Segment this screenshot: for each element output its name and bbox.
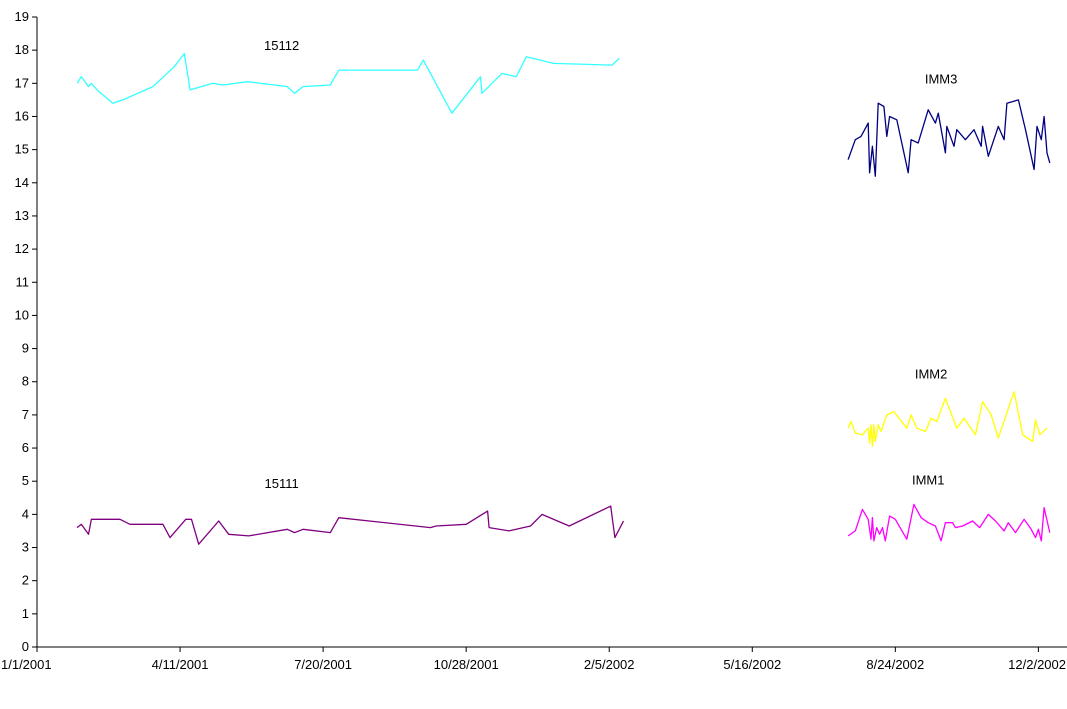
axes	[36, 17, 1067, 648]
series-label-15112: 15112	[264, 38, 299, 53]
x-tick-label: 1/1/2001	[1, 657, 52, 672]
y-tick-label: 13	[15, 208, 29, 223]
x-tick-label: 10/28/2001	[434, 657, 499, 672]
y-tick-label: 11	[16, 274, 30, 289]
x-tick-label: 2/5/2002	[584, 657, 635, 672]
series-line-imm1	[847, 503, 1051, 542]
y-tick-label: 6	[22, 440, 29, 455]
series-label-imm3: IMM3	[925, 71, 958, 86]
series-line-15111	[76, 505, 625, 545]
y-tick-label: 7	[22, 407, 29, 422]
y-tick-label: 10	[15, 307, 29, 322]
y-tick-label: 8	[22, 374, 29, 389]
series-line-imm3	[847, 99, 1051, 177]
y-tick-label: 12	[15, 241, 29, 256]
x-tick-label: 8/24/2002	[866, 657, 924, 672]
y-tick-label: 1	[22, 606, 29, 621]
series-label-imm2: IMM2	[915, 366, 948, 381]
x-tick-label: 7/20/2001	[294, 657, 352, 672]
series-line-imm2	[847, 391, 1048, 448]
y-tick-label: 9	[22, 341, 29, 356]
series-line-15112	[76, 52, 620, 114]
y-tick-label: 0	[22, 639, 29, 654]
y-tick-label: 16	[15, 108, 29, 123]
y-tick-label: 14	[15, 175, 29, 190]
x-tick-label: 4/11/2001	[152, 657, 209, 672]
x-tick-label: 5/16/2002	[723, 657, 781, 672]
series-labels: 15112 15111 IMM3 IMM2 IMM1	[264, 38, 957, 491]
y-tick-label: 4	[22, 506, 29, 521]
y-tick-label: 17	[15, 75, 29, 90]
series-layer	[76, 52, 1051, 545]
y-tick-label: 3	[22, 540, 29, 555]
y-tick-label: 15	[15, 142, 29, 157]
y-tick-label: 19	[15, 9, 29, 24]
series-label-imm1: IMM1	[912, 473, 945, 488]
y-tick-label: 18	[15, 42, 29, 57]
y-tick-label: 5	[22, 473, 29, 488]
series-label-15111: 15111	[265, 476, 299, 491]
x-axis-ticks: 1/1/2001 4/11/2001 7/20/2001 10/28/2001 2/5/…	[1, 647, 1066, 672]
y-tick-label: 2	[22, 573, 29, 588]
x-tick-label: 12/2/2002	[1008, 657, 1066, 672]
